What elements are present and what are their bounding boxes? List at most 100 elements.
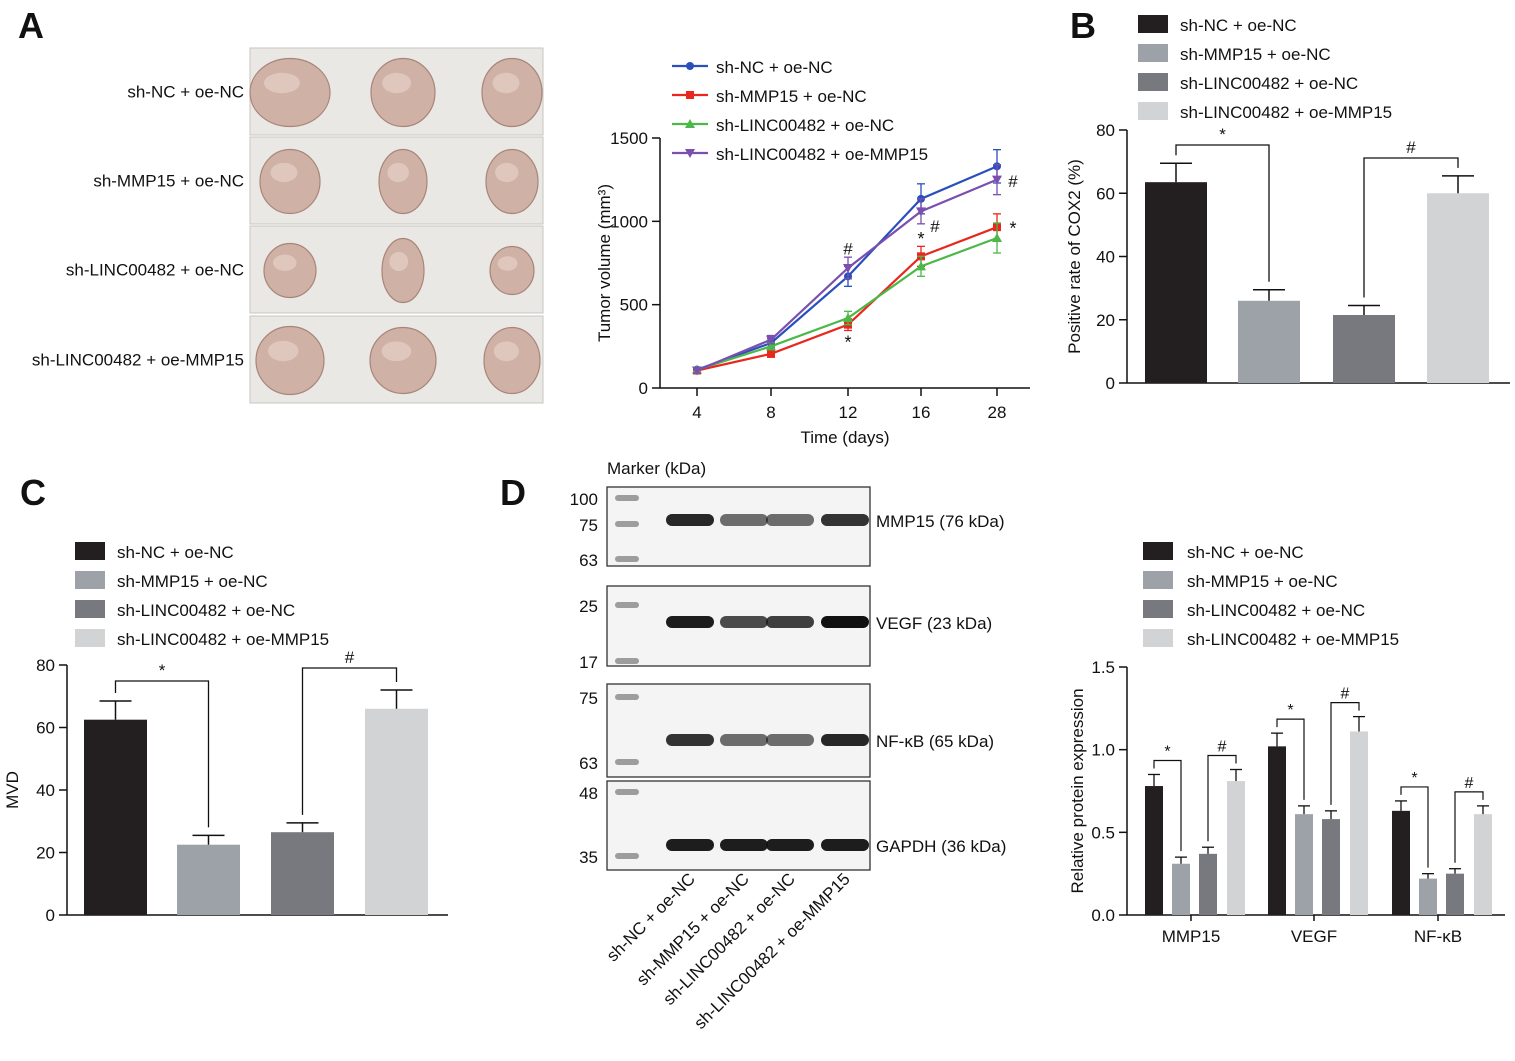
tumor-specimen bbox=[381, 237, 425, 304]
marker-kda-label: 48 bbox=[579, 784, 598, 803]
legend-swatch bbox=[1138, 73, 1168, 91]
bar bbox=[1333, 315, 1395, 383]
legend-swatch bbox=[1143, 571, 1173, 589]
legend-entry: sh-MMP15 + oe-NC bbox=[716, 87, 867, 106]
panel-letter-d: D bbox=[500, 472, 526, 513]
significance-bracket bbox=[1175, 144, 1270, 282]
legend-swatch bbox=[75, 600, 105, 618]
marker-ladder-band bbox=[615, 658, 639, 664]
legend-swatch bbox=[75, 629, 105, 647]
legend-entry: sh-NC + oe-NC bbox=[1180, 16, 1297, 35]
bar bbox=[1322, 819, 1340, 915]
protein-band bbox=[821, 734, 869, 746]
tumor-specimen bbox=[369, 326, 437, 395]
blot-protein-label: VEGF (23 kDa) bbox=[876, 614, 992, 633]
legend-marker bbox=[685, 149, 695, 158]
significance-mark: # bbox=[1406, 138, 1416, 157]
legend-entry: sh-NC + oe-NC bbox=[117, 543, 234, 562]
significance-bracket bbox=[1330, 701, 1360, 805]
legend-swatch bbox=[1138, 44, 1168, 62]
bar bbox=[1350, 731, 1368, 915]
legend-swatch bbox=[75, 542, 105, 560]
protein-chart-y-tick-label: 1.5 bbox=[1091, 658, 1115, 677]
legend-marker bbox=[686, 62, 694, 70]
photo-row-label: sh-NC + oe-NC bbox=[127, 83, 244, 102]
cox2-chart-y-tick-label: 60 bbox=[1096, 184, 1115, 203]
tumor-specimen bbox=[263, 242, 317, 299]
protein-band bbox=[666, 734, 714, 746]
photo-row-label: sh-LINC00482 + oe-MMP15 bbox=[32, 351, 244, 370]
legend-entry: sh-LINC00482 + oe-NC bbox=[1180, 74, 1358, 93]
tumor-specimen bbox=[483, 326, 541, 395]
protein-band bbox=[821, 616, 869, 628]
tumor-highlight bbox=[270, 162, 298, 183]
mvd-chart-y-tick-label: 0 bbox=[46, 906, 55, 925]
significance-mark: * bbox=[844, 333, 851, 353]
protein-chart-y-tick-label: 0.5 bbox=[1091, 823, 1115, 842]
significance-mark: # bbox=[843, 239, 853, 258]
marker-kda-label: 25 bbox=[579, 597, 598, 616]
marker-ladder-band bbox=[615, 694, 639, 700]
data-point bbox=[843, 313, 853, 322]
tumor-highlight bbox=[493, 341, 519, 362]
legend-swatch bbox=[1138, 102, 1168, 120]
blot-protein-label: NF-κB (65 kDa) bbox=[876, 732, 994, 751]
legend-entry: sh-LINC00482 + oe-NC bbox=[1187, 601, 1365, 620]
panel-letter-a: A bbox=[18, 5, 44, 46]
legend-swatch bbox=[1143, 629, 1173, 647]
legend-entry: sh-MMP15 + oe-NC bbox=[117, 572, 268, 591]
significance-bracket bbox=[1276, 718, 1305, 800]
marker-kda-label: 63 bbox=[579, 551, 598, 570]
protein-band bbox=[720, 839, 768, 851]
significance-mark: # bbox=[1465, 775, 1474, 792]
bar bbox=[1145, 182, 1207, 383]
line-chart-y-tick-label: 500 bbox=[620, 296, 648, 315]
significance-bracket bbox=[1363, 157, 1459, 298]
bar bbox=[1238, 300, 1300, 383]
line-chart-y-tick-label: 0 bbox=[639, 379, 648, 398]
protein-band bbox=[666, 839, 714, 851]
protein-band bbox=[666, 514, 714, 526]
marker-ladder-band bbox=[615, 759, 639, 765]
protein-band bbox=[766, 514, 814, 526]
mvd-chart-y-tick-label: 20 bbox=[36, 844, 55, 863]
significance-mark: * bbox=[159, 661, 166, 680]
legend-swatch bbox=[1138, 15, 1168, 33]
bar bbox=[365, 708, 428, 915]
significance-mark: # bbox=[1218, 739, 1227, 756]
legend-entry: sh-MMP15 + oe-NC bbox=[1187, 572, 1338, 591]
significance-mark: * bbox=[917, 229, 924, 249]
protein-band bbox=[666, 616, 714, 628]
protein-band bbox=[821, 514, 869, 526]
marker-title: Marker (kDa) bbox=[607, 459, 706, 478]
panel-letter-b: B bbox=[1070, 5, 1096, 46]
cox2-chart-y-tick-label: 0 bbox=[1106, 374, 1115, 393]
tumor-specimen bbox=[259, 148, 321, 215]
blot-box bbox=[606, 683, 871, 778]
mvd-chart-y-tick-label: 60 bbox=[36, 719, 55, 738]
data-point bbox=[916, 261, 926, 271]
data-point bbox=[766, 341, 776, 351]
legend-entry: sh-LINC00482 + oe-NC bbox=[716, 116, 894, 135]
mvd-chart-y-tick-label: 40 bbox=[36, 781, 55, 800]
protein-band bbox=[766, 616, 814, 628]
marker-ladder-band bbox=[615, 556, 639, 562]
protein-band bbox=[720, 734, 768, 746]
line-chart-y-tick-label: 1000 bbox=[610, 212, 648, 231]
bar bbox=[1474, 814, 1492, 915]
significance-bracket bbox=[1207, 754, 1237, 842]
legend-entry: sh-LINC00482 + oe-MMP15 bbox=[117, 630, 329, 649]
marker-kda-label: 100 bbox=[570, 490, 598, 509]
bar bbox=[1446, 873, 1464, 915]
legend-marker bbox=[686, 91, 694, 99]
blot-box bbox=[606, 780, 871, 871]
significance-bracket bbox=[1400, 786, 1429, 868]
line-chart-x-tick-label: 8 bbox=[766, 403, 775, 422]
bar bbox=[1419, 878, 1437, 915]
significance-mark: * bbox=[1287, 702, 1293, 719]
protein-chart-y-tick-label: 0.0 bbox=[1091, 906, 1115, 925]
tumor-highlight bbox=[492, 72, 520, 94]
bar bbox=[177, 844, 240, 915]
legend-marker bbox=[685, 119, 695, 128]
